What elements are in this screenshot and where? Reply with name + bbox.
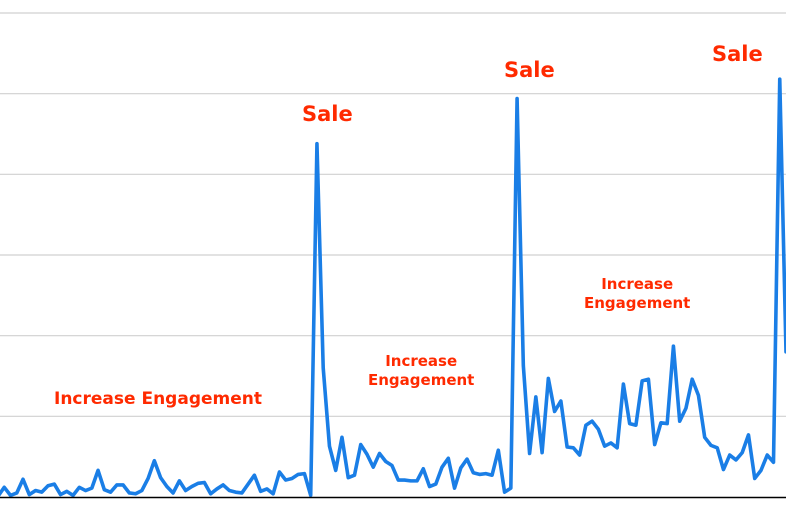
annotation-increase-engagement-3: Increase Engagement [584,275,691,312]
annotation-increase-engagement-2: Increase Engagement [368,352,475,389]
series-line [0,77,786,498]
annotation-sale-1: Sale [302,102,353,126]
annotation-sale-3: Sale [712,42,763,66]
annotation-sale-2: Sale [504,58,555,82]
annotation-increase-engagement-1: Increase Engagement [54,389,262,409]
gridlines [0,12,786,417]
series-layer [0,77,786,498]
